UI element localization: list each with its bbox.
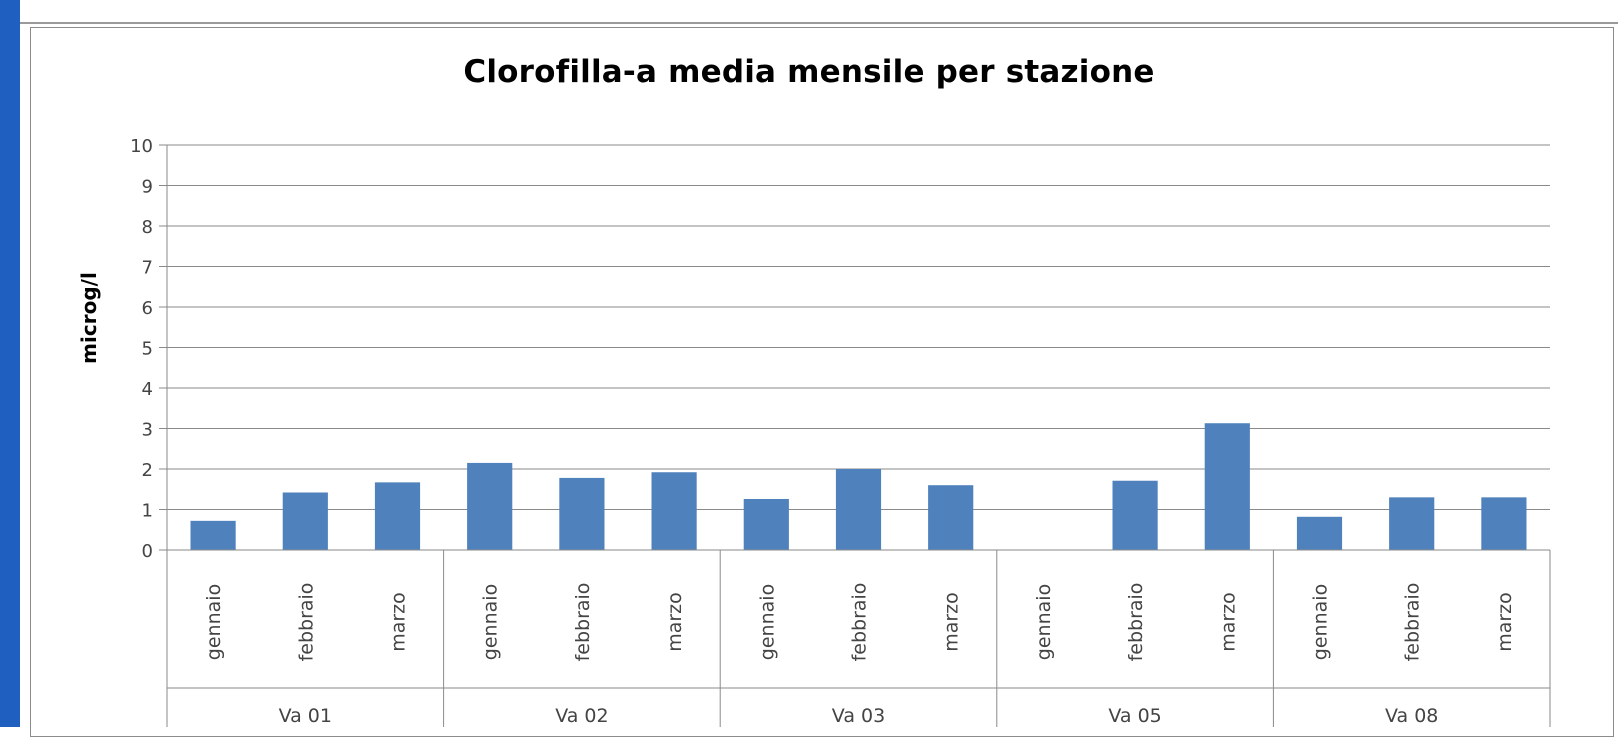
category-label: gennaio (1033, 584, 1055, 660)
chart-title: Clorofilla-a media mensile per stazione (463, 54, 1155, 90)
y-tick-label: 2 (142, 460, 153, 481)
bar (928, 485, 974, 550)
y-tick-label: 4 (142, 379, 153, 400)
category-label: marzo (1217, 592, 1239, 652)
group-label: Va 01 (279, 705, 332, 727)
y-tick-label: 3 (142, 420, 153, 441)
bar (282, 492, 328, 550)
category-label: gennaio (756, 584, 778, 660)
group-label: Va 08 (1385, 705, 1438, 727)
category-label: gennaio (203, 584, 225, 660)
bar (559, 477, 605, 550)
y-tick-label: 0 (142, 541, 153, 562)
axes (159, 144, 1551, 727)
y-tick-label: 8 (142, 217, 153, 238)
axis-labels: 0 1 2 3 4 5 6 7 8 9 10 gennaio febbraio marzo gennaio f… (130, 136, 1516, 727)
y-axis-label: microg/l (77, 272, 101, 364)
bar (835, 469, 882, 550)
bar (651, 472, 697, 550)
y-tick-label: 6 (142, 298, 153, 319)
y-tick-label: 1 (142, 501, 153, 522)
category-label: febbraio (1402, 583, 1424, 662)
bar (1112, 480, 1158, 550)
bar (743, 498, 789, 550)
bar (374, 482, 421, 550)
left-accent-bar (0, 0, 20, 727)
y-tick-label: 10 (130, 136, 153, 157)
category-label: marzo (388, 592, 410, 652)
category-label: febbraio (572, 583, 594, 662)
top-table-strip (20, 0, 1618, 24)
bar (1389, 497, 1435, 550)
category-label: gennaio (1310, 584, 1332, 660)
gridlines (167, 144, 1550, 510)
bar (1296, 516, 1343, 550)
y-tick-label: 5 (142, 339, 153, 360)
group-label: Va 03 (832, 705, 885, 727)
bars (190, 423, 1527, 550)
group-label: Va 02 (555, 705, 608, 727)
category-label: marzo (664, 592, 686, 652)
bar (467, 462, 513, 550)
bar (1481, 497, 1527, 550)
category-label: febbraio (849, 583, 871, 662)
group-label: Va 05 (1108, 705, 1161, 727)
category-label: febbraio (1125, 583, 1147, 662)
category-label: marzo (941, 592, 963, 652)
y-tick-label: 7 (142, 258, 153, 279)
category-label: febbraio (295, 583, 317, 662)
category-label: marzo (1494, 592, 1516, 652)
y-tick-label: 9 (142, 177, 153, 198)
bar (1204, 423, 1250, 550)
bar (190, 520, 236, 550)
category-label: gennaio (480, 584, 502, 660)
